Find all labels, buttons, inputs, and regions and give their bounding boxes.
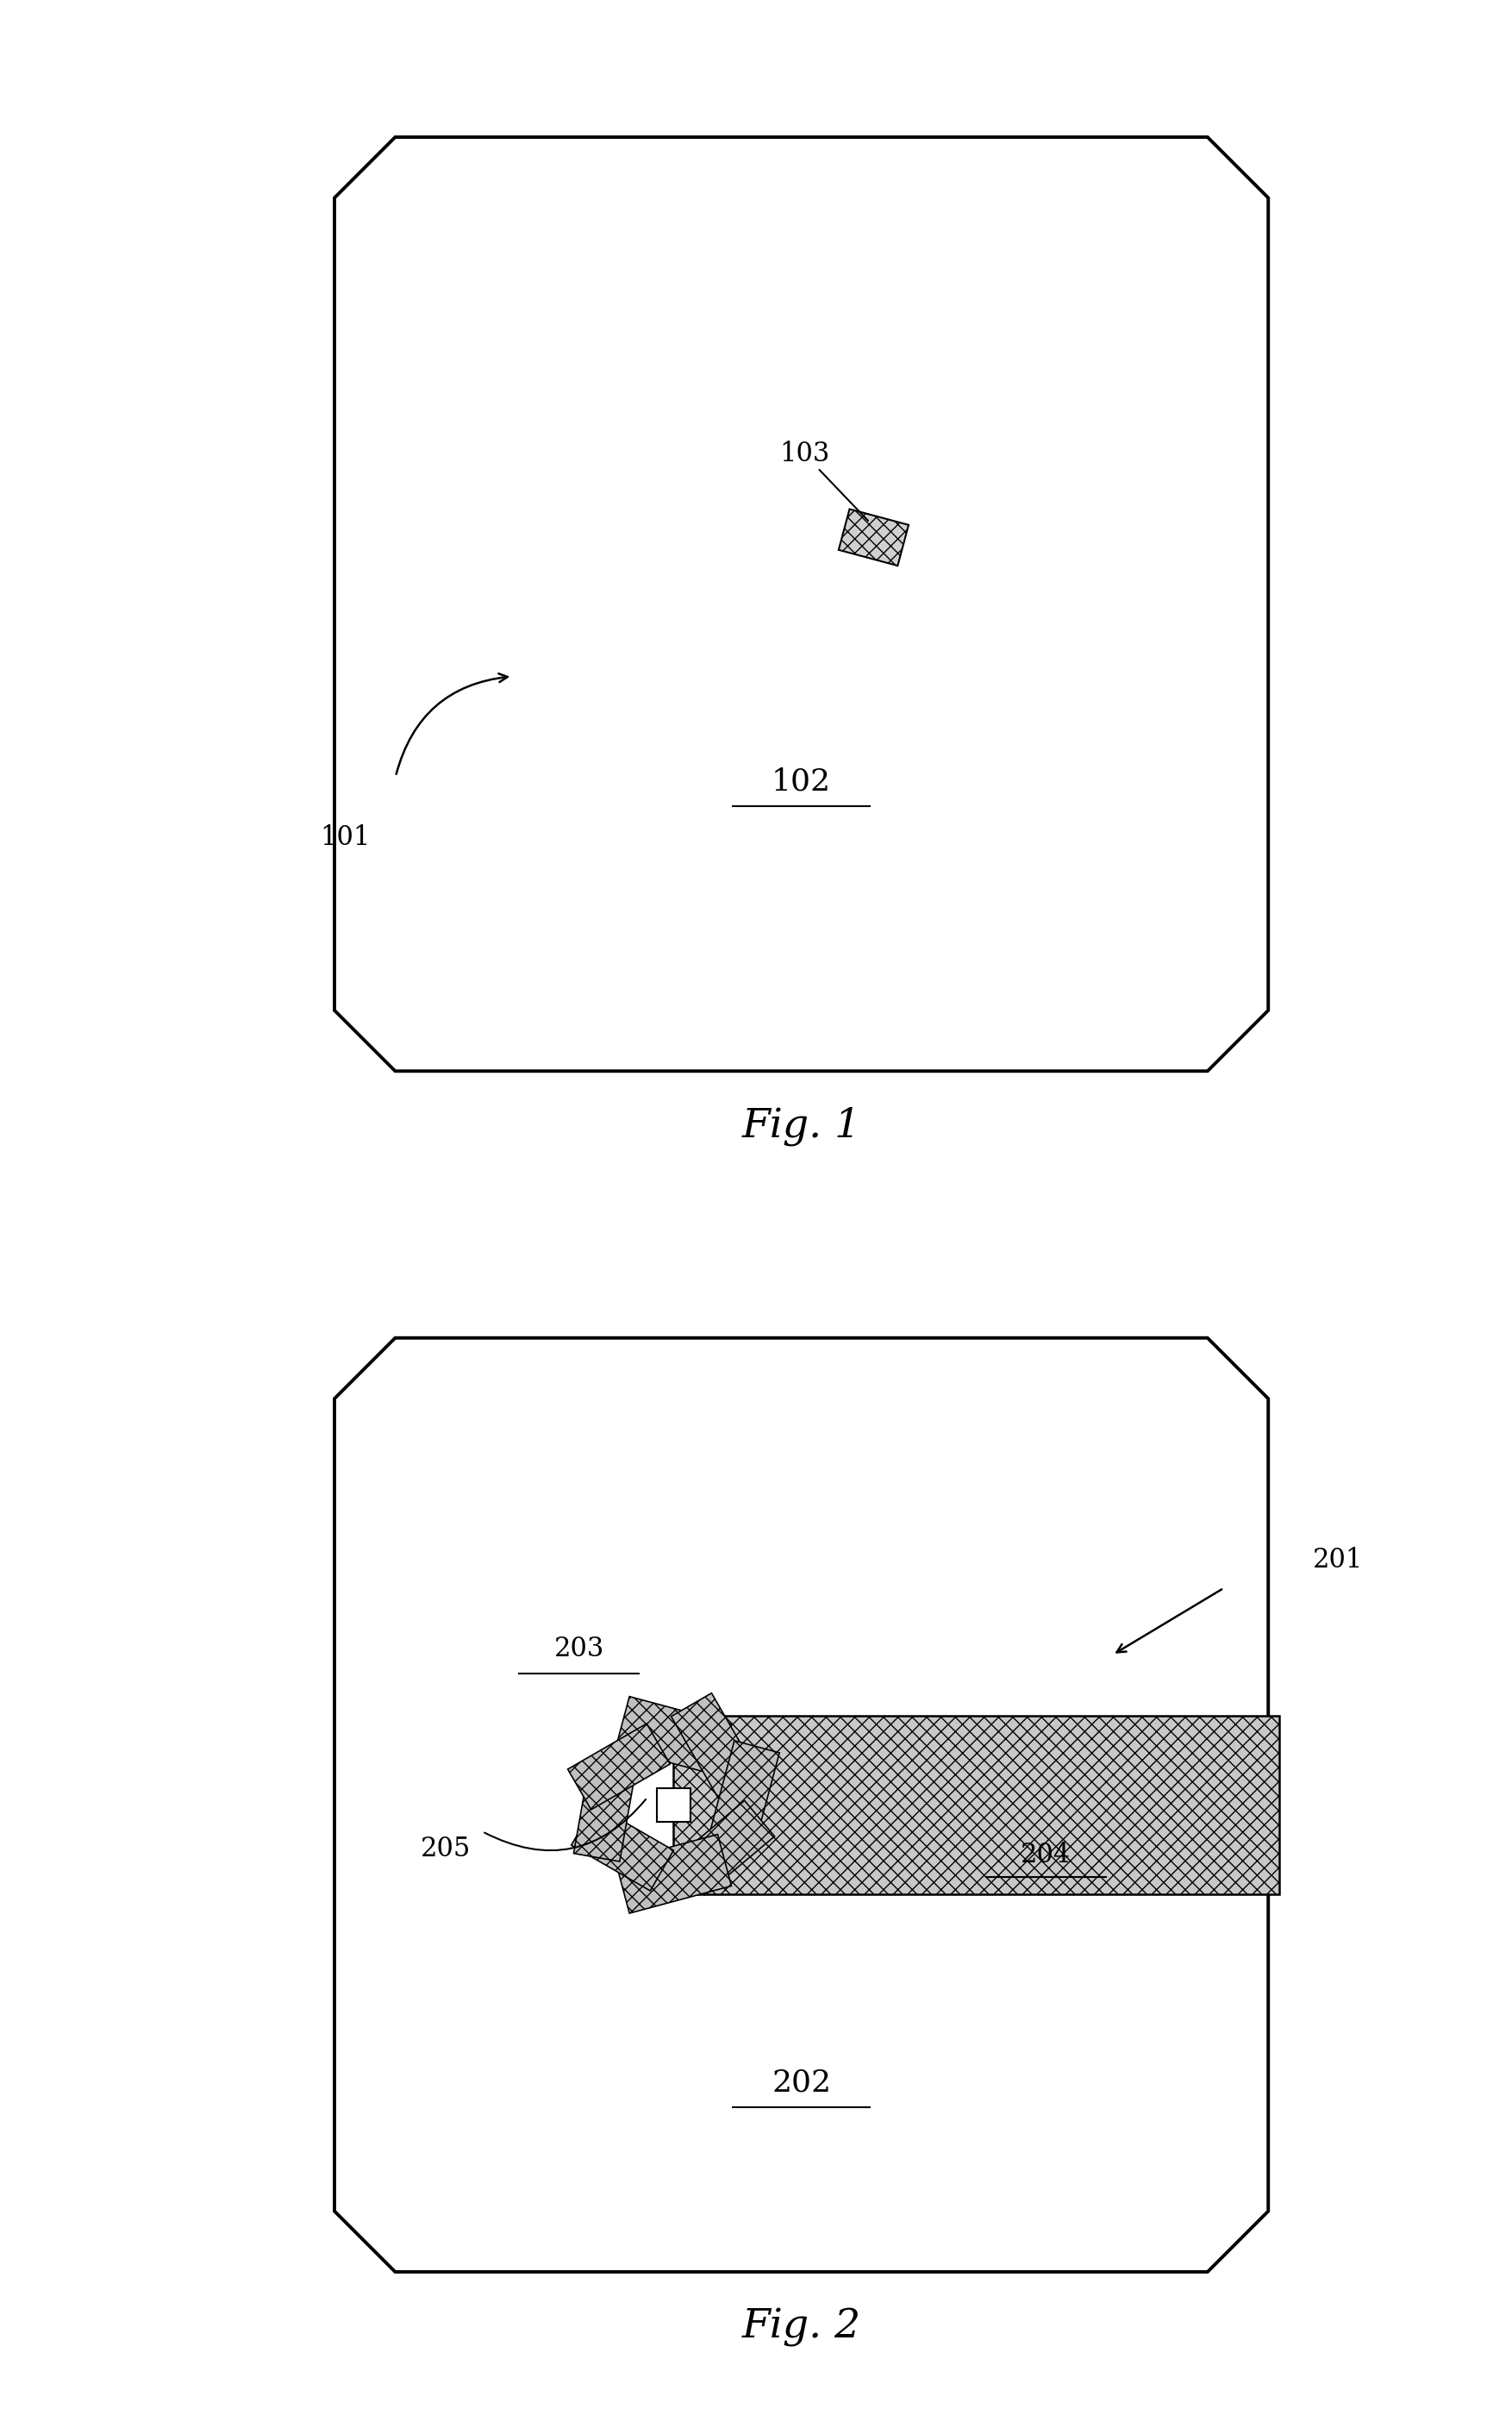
Text: Fig. 1: Fig. 1 — [742, 1108, 860, 1147]
Polygon shape — [567, 1722, 670, 1809]
Text: 101: 101 — [321, 824, 370, 850]
Text: 202: 202 — [771, 2069, 832, 2098]
Text: 205: 205 — [420, 1836, 470, 1862]
Polygon shape — [671, 1694, 759, 1797]
Text: 203: 203 — [553, 1636, 605, 1662]
Polygon shape — [334, 137, 1269, 1072]
Polygon shape — [615, 1696, 732, 1775]
Polygon shape — [839, 508, 909, 566]
Polygon shape — [334, 1337, 1269, 2272]
Polygon shape — [573, 1761, 637, 1862]
Text: 204: 204 — [1021, 1840, 1070, 1869]
Polygon shape — [711, 1742, 780, 1843]
Text: 103: 103 — [779, 441, 868, 520]
Text: Fig. 2: Fig. 2 — [742, 2308, 860, 2346]
Polygon shape — [674, 1800, 774, 1896]
Polygon shape — [673, 1715, 1279, 1893]
Polygon shape — [656, 1787, 689, 1821]
Polygon shape — [572, 1804, 673, 1891]
Text: 201: 201 — [1312, 1547, 1362, 1573]
Text: 102: 102 — [771, 768, 832, 797]
Polygon shape — [615, 1833, 732, 1913]
